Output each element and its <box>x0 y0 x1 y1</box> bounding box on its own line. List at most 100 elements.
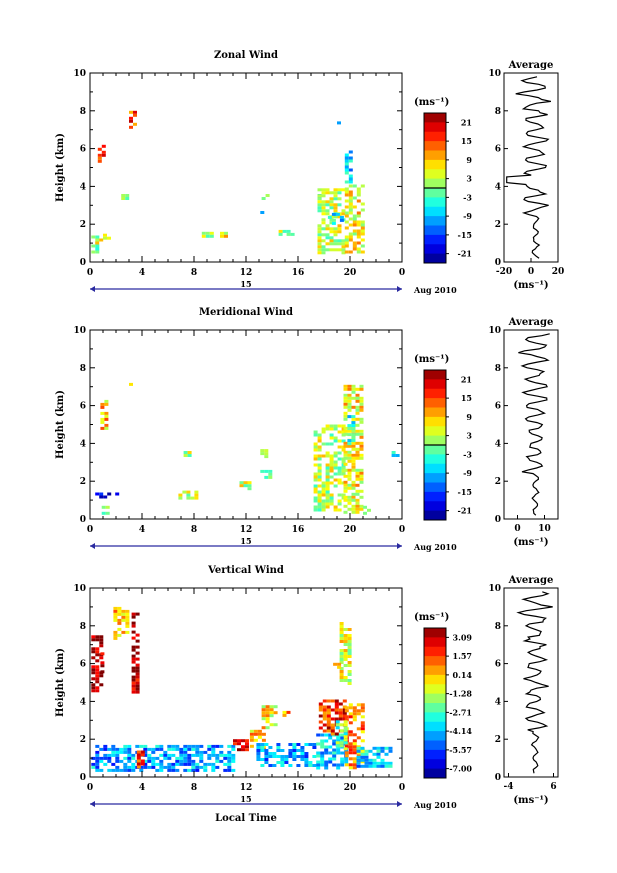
data-cell <box>129 382 133 386</box>
average-x-title: (ms⁻¹) <box>513 537 548 548</box>
data-cell <box>292 743 297 746</box>
data-cell <box>209 234 214 238</box>
data-cell <box>257 735 262 739</box>
date-span-arrow-right <box>397 543 402 549</box>
data-cell <box>360 250 365 254</box>
data-cell <box>125 194 130 197</box>
data-cell <box>333 191 338 195</box>
data-cell <box>101 144 106 148</box>
month-label: Aug 2010 <box>413 285 457 295</box>
data-cell <box>360 752 365 756</box>
x-tick-label: 4 <box>139 525 145 535</box>
data-cell <box>121 630 126 634</box>
data-cell <box>318 720 323 724</box>
data-cell <box>355 510 360 514</box>
data-cell <box>125 624 130 628</box>
data-cell <box>343 658 348 661</box>
data-cell <box>256 743 261 746</box>
data-cell <box>351 396 356 400</box>
date-label: 15 <box>240 536 251 546</box>
data-cell <box>187 753 192 757</box>
data-cell <box>135 612 140 616</box>
data-cell <box>344 190 349 194</box>
data-cell <box>91 677 96 681</box>
data-cell <box>380 761 385 765</box>
data-cell <box>211 747 216 751</box>
data-cell <box>343 489 348 493</box>
data-cell <box>194 496 199 500</box>
data-cell <box>351 510 356 514</box>
data-cell <box>329 466 334 470</box>
colorbar-unit: (ms⁻¹) <box>414 97 449 108</box>
average-title: Average <box>508 60 554 71</box>
data-cell <box>339 673 344 676</box>
data-cell <box>194 490 199 494</box>
data-cell <box>261 708 266 712</box>
data-cell <box>351 390 356 394</box>
data-cell <box>343 429 348 433</box>
data-cell <box>321 245 326 249</box>
data-cell <box>280 758 285 761</box>
data-cell <box>318 708 323 712</box>
data-cell <box>337 239 342 243</box>
data-cell <box>360 706 365 710</box>
data-cell <box>95 241 100 245</box>
data-cell <box>272 764 277 767</box>
data-cell <box>325 424 330 428</box>
data-cell <box>326 726 331 730</box>
data-cell <box>336 766 341 770</box>
data-cell <box>351 498 356 502</box>
data-cell <box>359 456 364 460</box>
data-cell <box>265 717 270 721</box>
data-cell <box>111 744 116 748</box>
data-cell <box>313 430 318 434</box>
data-cell <box>321 200 326 204</box>
data-cell <box>175 756 180 760</box>
data-cell <box>335 723 340 727</box>
data-cell <box>347 501 352 505</box>
data-cell <box>278 229 283 233</box>
data-cell <box>348 168 353 172</box>
data-cell <box>339 634 344 637</box>
data-cell <box>163 765 168 769</box>
data-cell <box>343 387 348 391</box>
data-cell <box>333 472 338 476</box>
data-cell <box>325 451 330 455</box>
data-cell <box>347 433 352 437</box>
data-cell <box>313 496 318 500</box>
data-cell <box>195 750 200 754</box>
data-cell <box>368 761 373 765</box>
data-cell <box>334 732 339 736</box>
data-cell <box>135 666 140 670</box>
data-cell <box>317 493 322 497</box>
data-cell <box>344 153 349 157</box>
data-cell <box>317 245 322 249</box>
data-cell <box>247 481 252 485</box>
data-cell <box>103 747 108 751</box>
data-cell <box>317 236 322 240</box>
data-cell <box>347 498 352 502</box>
data-cell <box>313 454 318 458</box>
average-x-tick-label: -4 <box>504 782 514 792</box>
data-cell <box>260 449 265 453</box>
data-cell <box>343 468 348 472</box>
data-cell <box>329 496 334 500</box>
data-cell <box>360 238 365 242</box>
data-cell <box>104 402 109 406</box>
data-cell <box>325 209 330 213</box>
data-cell <box>376 755 381 759</box>
data-cell <box>348 742 353 746</box>
data-cell <box>339 631 344 634</box>
data-cell <box>325 203 330 207</box>
data-cell <box>380 749 385 753</box>
data-cell <box>191 765 196 769</box>
data-cell <box>348 748 353 752</box>
data-cell <box>356 746 361 750</box>
data-cell <box>325 466 330 470</box>
average-y-tick-label: 10 <box>488 69 501 79</box>
data-cell <box>333 230 338 234</box>
data-cell <box>121 618 126 622</box>
colorbar-swatch <box>424 388 446 399</box>
data-cell <box>282 710 287 714</box>
data-cell <box>348 721 353 725</box>
